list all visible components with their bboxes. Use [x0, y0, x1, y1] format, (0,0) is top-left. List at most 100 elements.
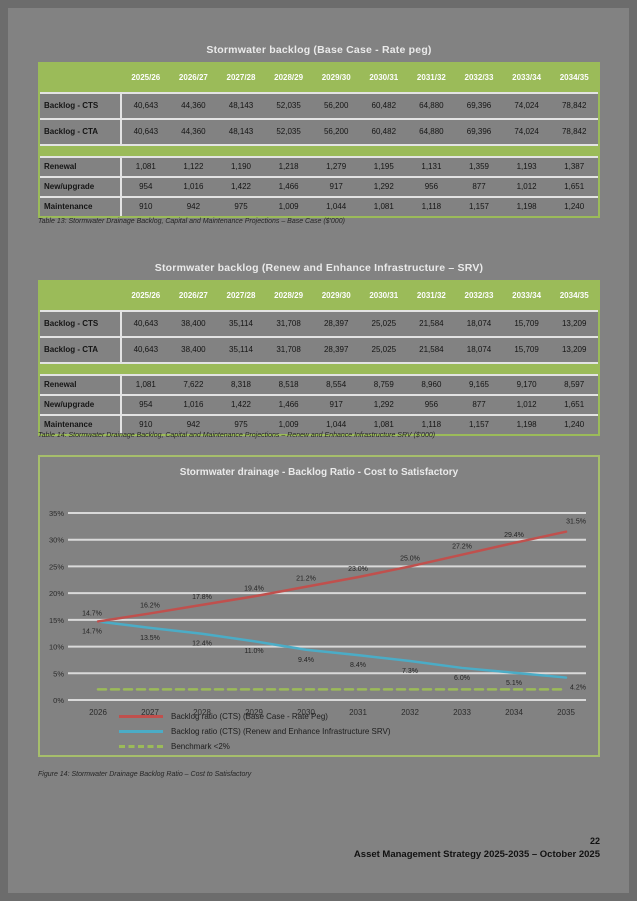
row-label: Backlog - CTS [40, 94, 122, 118]
legend-label: Backlog ratio (CTS) (Base Case - Rate Pe… [171, 712, 328, 721]
value-cell: 8,597 [564, 381, 585, 389]
x-axis-tick: 2029 [245, 708, 263, 717]
value-cell: 44,360 [181, 128, 206, 136]
data-label: 19.4% [244, 585, 264, 592]
value-cell: 1,012 [516, 401, 537, 409]
footer-text: Asset Management Strategy 2025-2035 – Oc… [353, 849, 600, 860]
year-header-cell: 2028/29 [274, 74, 304, 82]
value-cell: 1,422 [230, 183, 251, 191]
value-cell: 975 [234, 203, 248, 211]
year-header-cell: 2025/26 [131, 292, 161, 300]
data-label: 5.1% [506, 680, 522, 687]
value-cell: 1,044 [326, 203, 347, 211]
x-axis-tick: 2032 [401, 708, 419, 717]
legend-label: Benchmark <2% [171, 742, 230, 751]
year-header-cell: 2033/34 [512, 292, 542, 300]
value-cell: 74,024 [514, 102, 539, 110]
value-cell: 40,643 [133, 346, 159, 354]
value-cell: 1,422 [230, 401, 251, 409]
data-label: 16.2% [140, 602, 160, 609]
value-cell: 1,240 [564, 421, 585, 429]
value-cell: 1,131 [421, 163, 442, 171]
table-header-row: 2025/26 2026/27 2027/28 2028/29 2029/30 2030/… [40, 282, 598, 312]
value-cell: 1,218 [278, 163, 299, 171]
table-row: Renewal 1,081 7,622 8,318 8,518 8,554 8,759 8,9… [40, 376, 598, 396]
data-label: 4.2% [570, 685, 586, 692]
value-cell: 38,400 [181, 320, 206, 328]
value-cell: 954 [139, 183, 153, 191]
data-label: 27.2% [452, 544, 472, 551]
data-label: 25.0% [400, 555, 420, 562]
y-axis-tick: 10% [49, 643, 64, 652]
table-backlog-srv: 2025/26 2026/27 2027/28 2028/29 2029/30 2030/… [38, 280, 600, 436]
value-cell: 56,200 [323, 102, 349, 110]
value-cell: 74,024 [514, 128, 539, 136]
value-cell: 1,466 [278, 183, 299, 191]
value-cell: 1,081 [135, 163, 156, 171]
value-cell: 25,025 [371, 346, 397, 354]
value-cell: 48,143 [228, 128, 254, 136]
row-label: Backlog - CTA [40, 120, 122, 144]
x-axis-tick: 2027 [141, 708, 159, 717]
year-header-cell: 2025/26 [131, 74, 161, 82]
y-axis-tick: 35% [49, 509, 64, 518]
value-cell: 1,292 [373, 401, 394, 409]
value-cell: 15,709 [514, 346, 539, 354]
value-cell: 35,114 [229, 320, 253, 328]
value-cell: 1,081 [373, 203, 394, 211]
row-label: New/upgrade [40, 396, 122, 414]
value-cell: 31,708 [276, 346, 301, 354]
value-cell: 48,143 [228, 102, 254, 110]
value-cell: 8,554 [326, 381, 347, 389]
year-header-cell: 2030/31 [369, 74, 399, 82]
legend-item: Backlog ratio (CTS) (Renew and Enhance I… [119, 724, 519, 739]
value-cell: 910 [139, 203, 153, 211]
value-cell: 1,081 [373, 421, 394, 429]
table1-title: Stormwater backlog (Base Case - Rate peg… [206, 44, 432, 56]
x-axis-tick: 2033 [453, 708, 471, 717]
page-content: Stormwater backlog (Base Case - Rate peg… [8, 8, 629, 893]
value-cell: 1,195 [373, 163, 394, 171]
value-cell: 78,842 [561, 102, 587, 110]
value-cell: 1,466 [278, 401, 299, 409]
year-header-cell: 2026/27 [178, 74, 208, 82]
value-cell: 64,880 [419, 128, 444, 136]
year-header-cell: 2027/28 [226, 292, 256, 300]
value-cell: 956 [424, 183, 439, 191]
series-line [96, 620, 568, 679]
data-label: 11.0% [244, 648, 263, 655]
year-header-cell: 2033/34 [512, 74, 542, 82]
value-cell: 956 [424, 401, 439, 409]
legend-label: Backlog ratio (CTS) (Renew and Enhance I… [171, 727, 391, 736]
data-label: 12.4% [192, 641, 212, 648]
value-cell: 15,709 [514, 320, 539, 328]
value-cell: 52,035 [276, 128, 301, 136]
value-cell: 975 [234, 421, 248, 429]
row-label: Maintenance [40, 198, 122, 216]
value-cell: 1,009 [278, 421, 299, 429]
x-axis-tick: 2028 [193, 708, 211, 717]
data-label: 14.7% [82, 628, 102, 635]
table-row: Backlog - CTA 40,643 38,400 35,114 31,708 28,… [40, 338, 598, 364]
value-cell: 1,009 [278, 203, 299, 211]
table-section-divider [40, 146, 598, 158]
year-header-cell: 2031/32 [416, 74, 446, 82]
year-header-cell: 2029/30 [321, 74, 351, 82]
table-section-divider [40, 364, 598, 376]
legend-line-swatch [119, 715, 163, 718]
value-cell: 1,279 [326, 163, 347, 171]
row-label: Backlog - CTS [40, 312, 122, 336]
value-cell: 7,622 [183, 381, 204, 389]
value-cell: 1,193 [516, 163, 537, 171]
y-axis-tick: 5% [53, 669, 64, 678]
page-number: 22 [589, 836, 600, 846]
value-cell: 1,081 [135, 381, 156, 389]
data-label: 29.4% [504, 532, 524, 539]
value-cell: 9,170 [516, 381, 537, 389]
data-label: 6.0% [454, 675, 470, 682]
value-cell: 35,114 [229, 346, 253, 354]
table-row: New/upgrade 954 1,016 1,422 1,466 917 1,292 956… [40, 396, 598, 416]
value-cell: 1,044 [326, 421, 347, 429]
year-header-cell: 2028/29 [274, 292, 304, 300]
